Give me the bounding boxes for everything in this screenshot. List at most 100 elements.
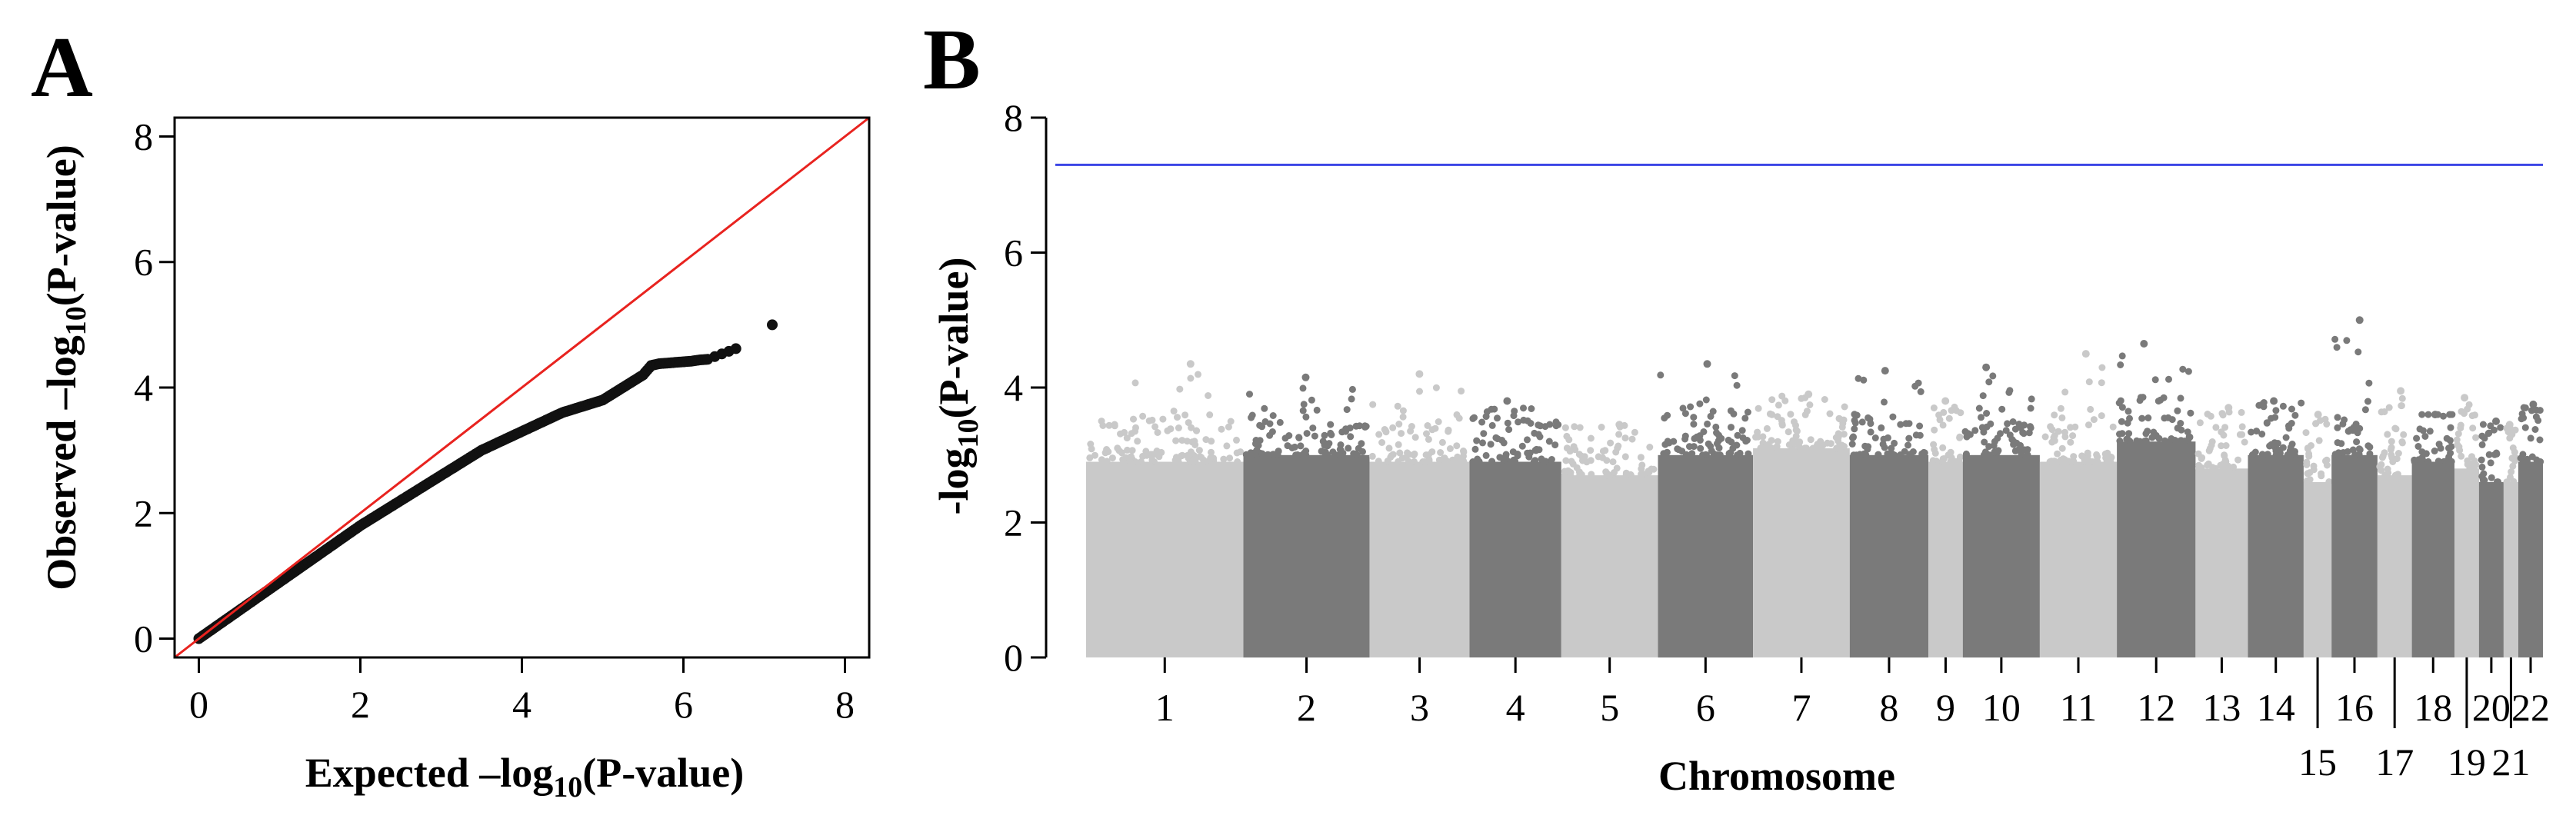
snp-point [2154, 398, 2162, 405]
chromosome-block [2195, 468, 2248, 657]
snp-point [1361, 423, 1369, 431]
snp-point [1931, 449, 1939, 457]
snp-point [1716, 451, 1724, 459]
snp-point [1792, 426, 1800, 434]
snp-point [1208, 438, 1215, 445]
snp-point [1775, 401, 1782, 409]
snp-point [1191, 441, 1199, 448]
snp-point [2098, 412, 2105, 420]
snp-point [1975, 404, 1983, 412]
snp-point [2118, 418, 2125, 425]
qq-x-axis-label: Expected –log10(P-value) [305, 750, 744, 804]
snp-point [1103, 458, 1111, 465]
snp-point [2424, 458, 2432, 465]
snp-point [1535, 421, 1542, 429]
snp-point [2302, 429, 2310, 437]
snp-point [2027, 404, 2034, 412]
snp-point [2011, 447, 2019, 454]
snp-point [1378, 439, 1386, 446]
snp-point [2085, 421, 2092, 429]
snp-point [2021, 421, 2028, 429]
snp-point [1505, 426, 1513, 434]
snp-point [1531, 429, 1538, 437]
chromosome-label: 11 [2060, 686, 2097, 729]
snp-point [2485, 451, 2493, 458]
snp-point [1860, 376, 1868, 384]
snp-point [2208, 438, 2216, 445]
qq-y-tick-label: 6 [134, 241, 153, 284]
snp-point [2479, 421, 2487, 428]
snp-point [1754, 428, 1761, 436]
snp-point [2454, 430, 2462, 438]
snp-point [1778, 421, 1786, 429]
snp-top-point [1982, 363, 1991, 371]
snp-point [1541, 423, 1549, 431]
snp-point [2398, 394, 2406, 402]
snp-point [1174, 414, 1181, 421]
snp-point [1435, 456, 1443, 464]
snp-top-point [1805, 390, 1813, 398]
snp-point [1431, 424, 1439, 432]
manhattan-y-tick-label: 0 [1004, 636, 1023, 679]
chromosome-block [1469, 461, 1561, 657]
snp-point [2101, 450, 2109, 458]
snp-point [1395, 421, 1403, 428]
snp-point [1492, 434, 1500, 441]
snp-point [2268, 414, 2275, 422]
snp-point [2394, 450, 2402, 457]
snp-point [2011, 425, 2019, 433]
snp-point [1864, 445, 1871, 453]
snp-point [2304, 444, 2311, 452]
snp-point [1185, 419, 1192, 427]
snp-point [2070, 458, 2078, 465]
snp-point [1661, 450, 1669, 458]
chromosome-block [1928, 461, 1963, 657]
snp-point [1458, 388, 1465, 395]
snp-point [2253, 428, 2261, 435]
snp-point [1774, 438, 1781, 445]
snp-point [1389, 424, 1397, 431]
snp-point [2491, 451, 2498, 458]
snp-point [1394, 402, 1401, 410]
snp-point [1131, 428, 1139, 435]
snp-point [2446, 411, 2454, 418]
chromosome-label: 10 [1982, 686, 2021, 729]
snp-point [1551, 441, 1559, 449]
snp-point [1302, 413, 1310, 421]
snp-point [1138, 458, 1145, 465]
snp-point [1728, 424, 1735, 431]
snp-point [1145, 417, 1153, 424]
snp-point [1375, 458, 1382, 465]
chromosome-block [1561, 475, 1658, 657]
snp-point [2058, 444, 2066, 452]
snp-point [1827, 440, 1835, 448]
snp-point [1888, 444, 1895, 452]
snp-point [1921, 449, 1928, 457]
snp-point [1587, 447, 1595, 454]
chromosome-label: 8 [1879, 686, 1898, 729]
snp-point [2084, 449, 2091, 457]
manhattan-y-axis: 0 2 4 6 8 [1004, 96, 1048, 679]
snp-point [2376, 463, 2384, 471]
qq-y-tick-label: 8 [134, 115, 153, 158]
snp-point [1487, 441, 1495, 448]
snp-point [1826, 410, 1834, 418]
snp-point [2061, 388, 2069, 396]
snp-point [1275, 448, 1282, 455]
snp-point [2414, 456, 2422, 464]
snp-point [1206, 411, 1214, 418]
snp-point [1226, 454, 1234, 462]
snp-point [1657, 371, 1665, 379]
chromosome-label: 5 [1600, 686, 1619, 729]
snp-point [1568, 458, 1575, 465]
snp-point [1338, 428, 1346, 436]
snp-point [1645, 468, 1653, 476]
snp-point [1441, 454, 1448, 462]
snp-point [2264, 451, 2271, 458]
snp-point [1850, 451, 1858, 459]
snp-point [2185, 433, 2193, 441]
snp-point [1646, 444, 1654, 451]
snp-point [1612, 448, 1620, 456]
snp-point [2117, 361, 2124, 368]
snp-point [2205, 447, 2213, 454]
